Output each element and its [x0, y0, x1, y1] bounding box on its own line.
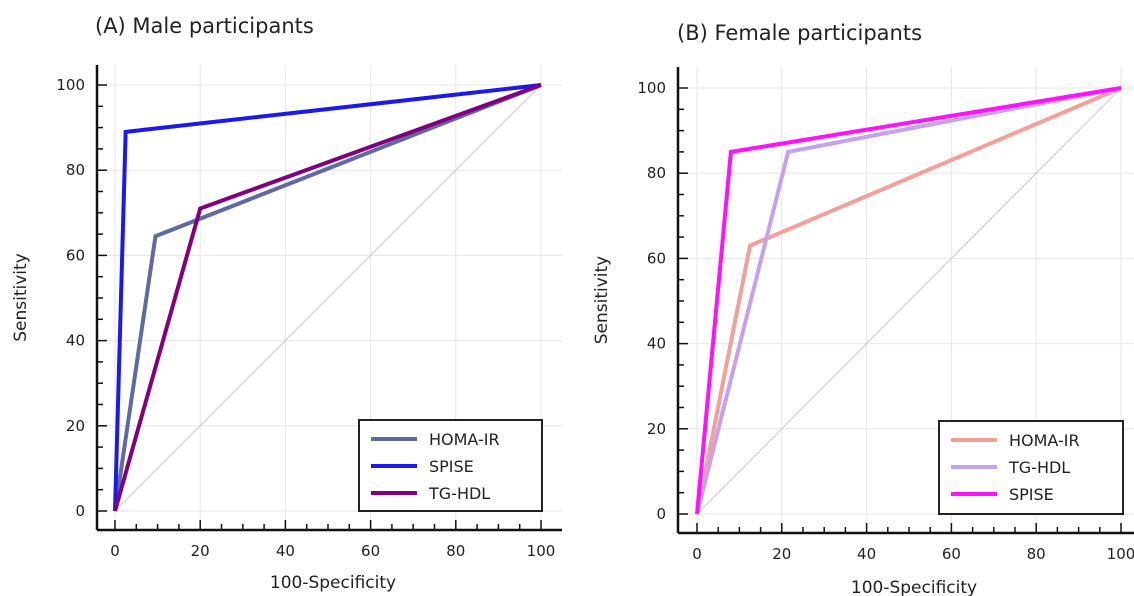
- x-tick-label: 20: [191, 542, 210, 560]
- x-tick-label: 60: [942, 545, 961, 563]
- y-axis-label: Sensitivity: [11, 253, 31, 342]
- y-tick-label: 40: [647, 335, 666, 353]
- male-panel: (A) Male participants 0 20 40 60 80 100 0 20 40 6…: [11, 14, 562, 593]
- legend-label: SPISE: [1009, 485, 1054, 504]
- legend-label: TG-HDL: [428, 484, 490, 503]
- y-tick-label: 40: [66, 332, 85, 350]
- y-tick-label: 60: [647, 249, 666, 267]
- female-panel: (B) Female participants 0 20 40 60 80 100 0 20 4…: [592, 21, 1134, 596]
- y-tick-label: 100: [56, 76, 85, 94]
- y-tick-label: 20: [66, 417, 85, 435]
- x-tick-label: 40: [276, 542, 295, 560]
- y-tick-label: 0: [75, 502, 85, 520]
- x-tick-label: 100: [527, 542, 556, 560]
- series-line-homa-ir: [113, 83, 542, 512]
- y-tick-label: 100: [637, 79, 666, 97]
- series-line-tg-hdl: [113, 83, 542, 512]
- x-axis-label: 100-Specificity: [270, 573, 396, 593]
- x-tick-label: 20: [772, 545, 791, 563]
- x-tick-label: 60: [361, 542, 380, 560]
- x-tick-label: 0: [110, 542, 120, 560]
- legend-label: HOMA-IR: [1009, 431, 1080, 450]
- legend-label: TG-HDL: [1008, 458, 1070, 477]
- y-tick-label: 0: [656, 505, 666, 523]
- x-axis-label: 100-Specificity: [851, 578, 977, 596]
- y-axis-label: Sensitivity: [592, 256, 612, 345]
- male-panel-title: (A) Male participants: [95, 14, 314, 38]
- legend: HOMA-IR SPISE TG-HDL: [358, 419, 543, 512]
- y-tick-label: 80: [647, 164, 666, 182]
- series-line-spise: [113, 83, 542, 512]
- y-tick-label: 60: [66, 246, 85, 264]
- reference-diagonal: [114, 84, 542, 512]
- female-panel-title: (B) Female participants: [677, 21, 922, 45]
- reference-diagonal: [696, 87, 1122, 515]
- series-line-homa-ir: [695, 86, 1122, 515]
- gridlines: [97, 65, 562, 530]
- legend: HOMA-IR TG-HDL SPISE: [938, 420, 1124, 515]
- x-tick-label: 80: [446, 542, 465, 560]
- legend-label: HOMA-IR: [429, 430, 500, 449]
- legend-label: SPISE: [429, 457, 474, 476]
- series-line-tg-hdl: [695, 86, 1122, 515]
- y-tick-label: 80: [66, 161, 85, 179]
- x-tick-label: 0: [692, 545, 702, 563]
- x-tick-label: 100: [1107, 545, 1134, 563]
- x-tick-label: 80: [1027, 545, 1046, 563]
- series-line-spise: [695, 86, 1122, 515]
- x-tick-label: 40: [857, 545, 876, 563]
- y-tick-label: 20: [647, 420, 666, 438]
